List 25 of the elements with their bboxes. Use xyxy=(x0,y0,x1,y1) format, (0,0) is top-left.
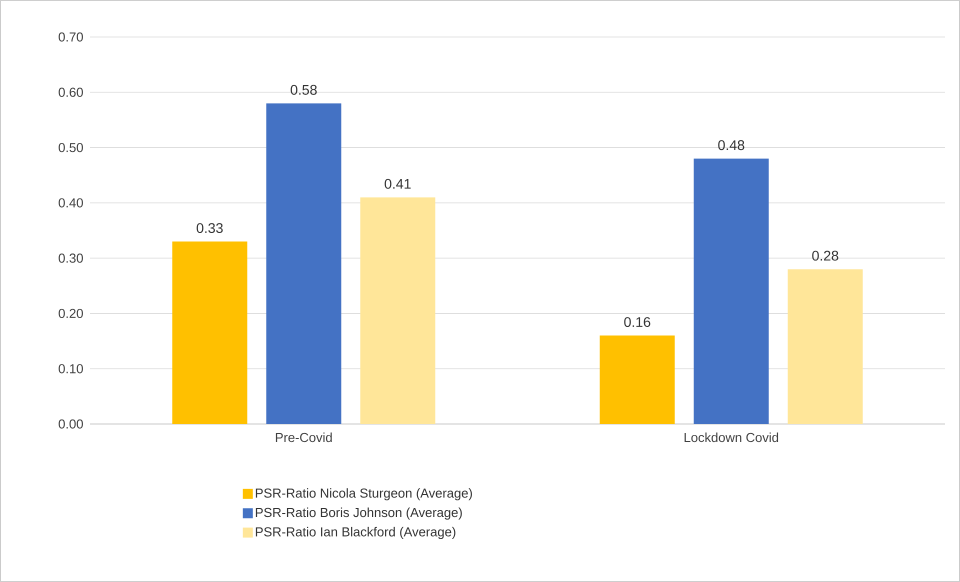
data-label: 0.41 xyxy=(384,178,411,189)
legend-label: PSR-Ratio Boris Johnson (Average) xyxy=(256,508,462,520)
legend-label: PSR-Ratio Nicola Sturgeon (Average) xyxy=(256,488,472,500)
y-tick-label: 0.60 xyxy=(58,88,83,97)
bar xyxy=(172,242,248,424)
data-label: 0.16 xyxy=(624,317,650,328)
y-tick-label: 0.10 xyxy=(58,364,83,374)
bar xyxy=(600,336,675,424)
y-tick-label: 0.50 xyxy=(58,142,83,152)
y-tick-label: 0.30 xyxy=(58,254,83,263)
bar xyxy=(266,103,342,424)
data-label: 0.33 xyxy=(196,223,223,234)
data-label: 0.48 xyxy=(718,140,744,150)
bar xyxy=(360,197,436,424)
bar xyxy=(788,269,863,424)
data-label: 0.28 xyxy=(812,250,838,261)
y-tick-label: 0.00 xyxy=(58,419,83,429)
legend-label: PSR-Ratio Ian Blackford (Average) xyxy=(256,526,456,540)
y-tick-label: 0.70 xyxy=(58,32,83,42)
x-tick-label: Pre-Covid xyxy=(276,432,332,442)
x-tick-label: Lockdown Covid xyxy=(684,432,778,442)
y-tick-label: 0.20 xyxy=(58,308,83,318)
y-tick-label: 0.40 xyxy=(58,198,83,208)
data-label: 0.58 xyxy=(290,84,317,95)
bar xyxy=(694,158,769,424)
